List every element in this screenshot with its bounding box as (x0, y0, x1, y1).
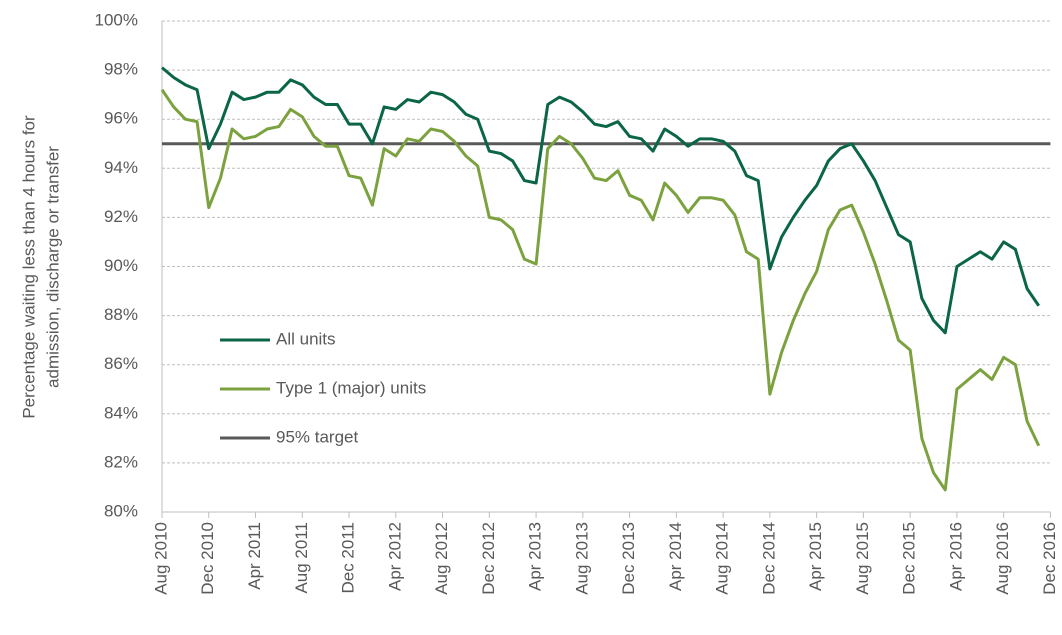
legend-label: 95% target (276, 427, 358, 446)
x-tick-label: Aug 2016 (993, 522, 1012, 595)
x-tick-label: Apr 2014 (666, 522, 685, 591)
x-tick-label: Dec 2016 (1040, 522, 1059, 595)
x-tick-label: Dec 2014 (759, 522, 778, 595)
series-line (161, 66, 1040, 335)
x-tick-label: Aug 2011 (292, 522, 311, 594)
x-tick-label: Aug 2014 (713, 522, 732, 595)
y-axis-label: Percentage waiting less than 4 hours for (19, 115, 38, 419)
series-line (160, 88, 1041, 492)
x-tick-label: Dec 2011 (339, 522, 358, 594)
legend-label: Type 1 (major) units (276, 378, 426, 397)
x-tick-label: Dec 2010 (198, 522, 217, 595)
y-tick-label: 86% (104, 354, 138, 373)
x-tick-label: Apr 2016 (946, 522, 965, 591)
y-tick-label: 88% (104, 305, 138, 324)
y-tick-label: 90% (104, 256, 138, 275)
legend-label: All units (276, 329, 336, 348)
y-tick-label: 80% (104, 501, 138, 520)
x-tick-label: Apr 2013 (526, 522, 545, 591)
x-tick-label: Apr 2012 (385, 522, 404, 591)
y-tick-label: 82% (104, 452, 138, 471)
x-tick-label: Apr 2011 (245, 522, 264, 590)
x-tick-label: Dec 2015 (900, 522, 919, 595)
y-tick-label: 96% (104, 109, 138, 128)
x-tick-label: Apr 2015 (806, 522, 825, 591)
x-tick-label: Aug 2012 (432, 522, 451, 595)
x-tick-label: Aug 2015 (853, 522, 872, 595)
y-tick-label: 98% (104, 60, 138, 79)
y-axis-label: admission, discharge or transfer (43, 146, 62, 388)
y-tick-label: 94% (104, 158, 138, 177)
y-tick-label: 100% (95, 10, 138, 29)
x-tick-label: Aug 2013 (572, 522, 591, 595)
x-tick-label: Dec 2012 (479, 522, 498, 595)
x-tick-label: Aug 2010 (151, 522, 170, 595)
y-tick-label: 84% (104, 403, 138, 422)
y-tick-label: 92% (104, 207, 138, 226)
x-tick-label: Dec 2013 (619, 522, 638, 595)
